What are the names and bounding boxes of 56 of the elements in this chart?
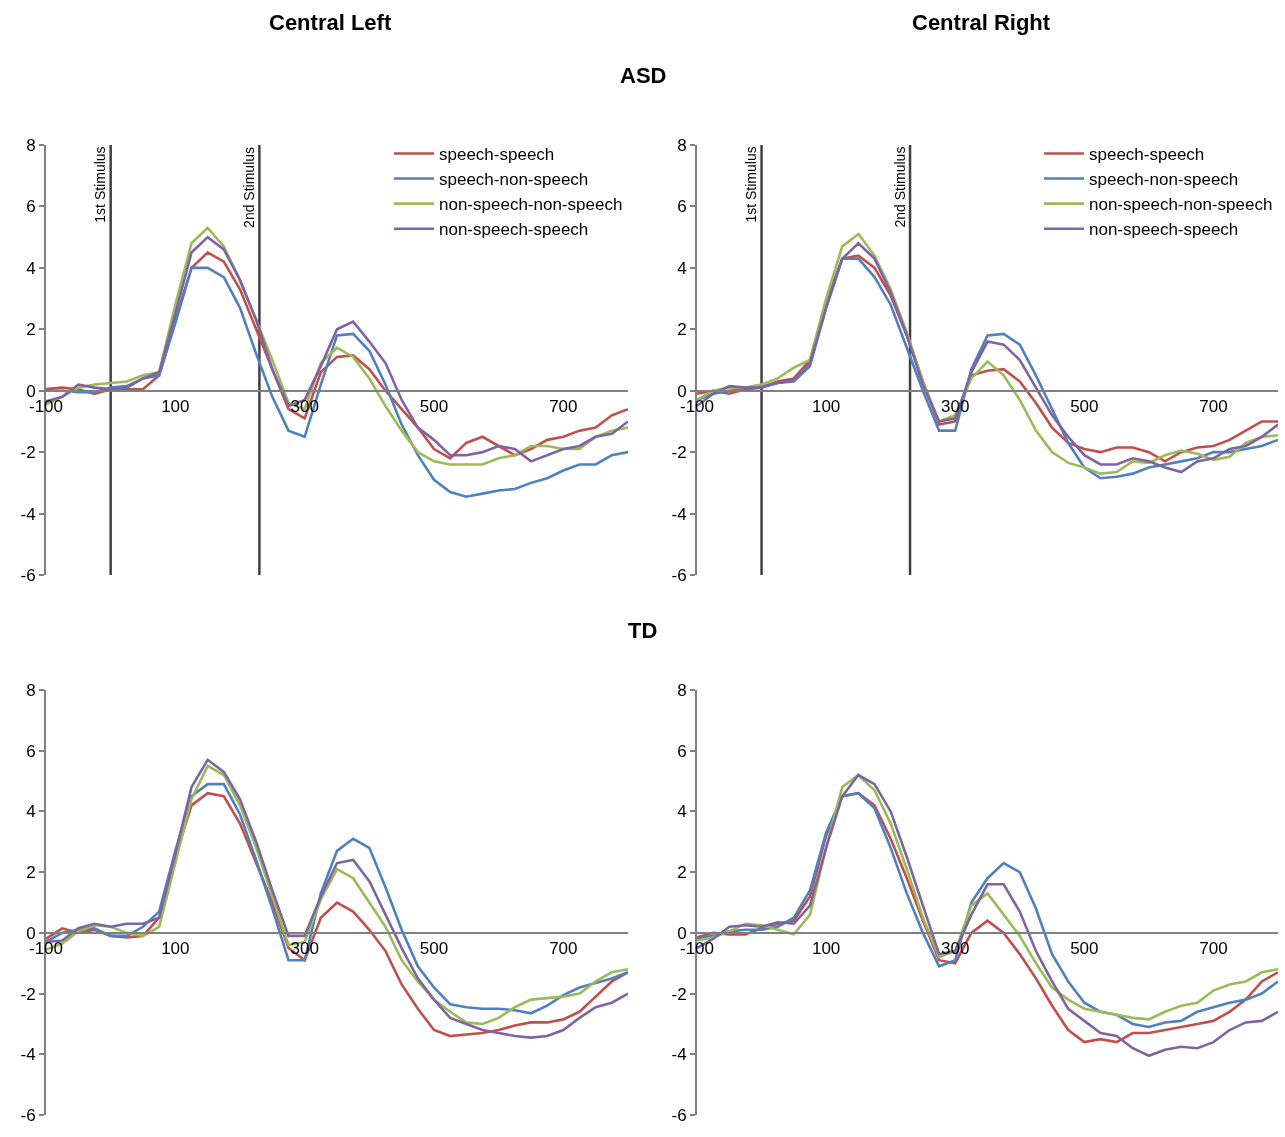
x-tick-label: 700 — [549, 939, 578, 959]
y-tick-label: -6 — [20, 1105, 36, 1125]
chart-title: TD — [628, 618, 658, 643]
y-tick-label: -2 — [20, 984, 36, 1004]
y-tick-label: -2 — [20, 443, 36, 463]
y-tick-label: 6 — [26, 741, 36, 761]
y-tick-label: 8 — [677, 135, 687, 155]
x-tick-label: 500 — [419, 397, 449, 417]
y-tick-label: 2 — [677, 320, 687, 340]
ref-line-label: 1st Stimulus — [742, 146, 759, 223]
y-tick-label: -6 — [671, 565, 687, 585]
y-tick-label: 6 — [677, 741, 687, 761]
y-tick-label: 2 — [677, 863, 687, 883]
legend-label: speech-non-speech — [1089, 170, 1239, 190]
ref-line-label: 1st Stimulus — [91, 146, 108, 223]
x-tick-label: 700 — [1199, 939, 1228, 959]
ref-line-label: 2nd Stimulus — [891, 146, 908, 228]
y-tick-label: -4 — [20, 1045, 36, 1065]
x-tick-label: 500 — [1070, 397, 1099, 417]
x-tick-label: 100 — [161, 939, 190, 959]
ref-line-label: 2nd Stimulus — [240, 146, 257, 228]
y-tick-label: -4 — [20, 504, 36, 524]
x-tick-label: 700 — [1199, 397, 1228, 417]
y-tick-label: 4 — [677, 802, 687, 822]
y-tick-label: 4 — [677, 258, 687, 278]
y-tick-label: -6 — [671, 1105, 687, 1125]
legend-label: speech-non-speech — [439, 170, 589, 190]
x-tick-label: 700 — [549, 397, 578, 417]
chart-subtitle: ASD — [620, 63, 667, 88]
legend-label: speech-speech — [439, 145, 555, 165]
y-tick-label: 4 — [26, 802, 36, 822]
legend-label: non-speech-non-speech — [439, 195, 623, 215]
legend-label: non-speech-speech — [439, 220, 589, 240]
y-tick-label: -2 — [671, 443, 687, 463]
y-tick-label: -6 — [20, 565, 36, 585]
y-tick-label: 2 — [26, 863, 36, 883]
legend-label: non-speech-non-speech — [1089, 195, 1273, 215]
legend-label: non-speech-speech — [1089, 220, 1239, 240]
legend-label: speech-speech — [1089, 145, 1205, 165]
y-tick-label: 2 — [26, 320, 36, 340]
y-tick-label: 4 — [26, 258, 36, 278]
y-tick-label: -2 — [671, 984, 687, 1004]
x-tick-label: 500 — [1070, 939, 1099, 959]
y-tick-label: -4 — [671, 1045, 687, 1065]
x-tick-label: 100 — [161, 397, 190, 417]
y-tick-label: 8 — [677, 680, 687, 700]
chart-title: Central Left — [269, 10, 392, 35]
x-tick-label: 100 — [811, 939, 841, 959]
x-tick-label: 500 — [419, 939, 449, 959]
y-tick-label: 6 — [26, 197, 36, 217]
chart-title: Central Right — [912, 10, 1051, 35]
y-tick-label: 8 — [26, 680, 36, 700]
y-tick-label: 6 — [677, 197, 687, 217]
x-tick-label: 100 — [811, 397, 841, 417]
y-tick-label: -4 — [671, 504, 687, 524]
y-tick-label: 8 — [26, 135, 36, 155]
